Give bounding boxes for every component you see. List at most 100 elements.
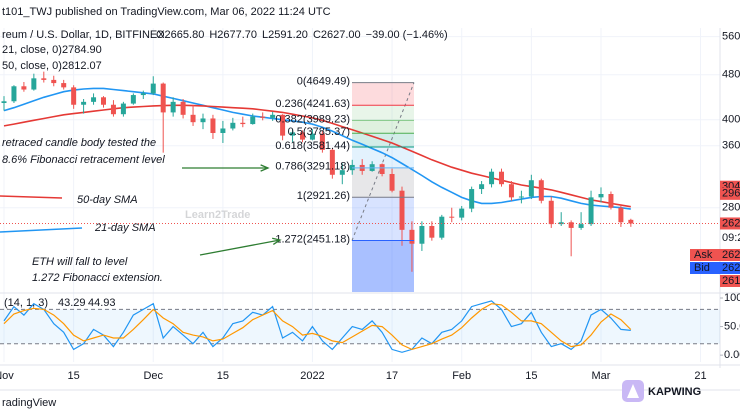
candle-body — [1, 101, 7, 104]
candle-body — [240, 122, 246, 125]
fib-level-label: 0(4649.49) — [297, 75, 350, 87]
fib-level-label: 0.786(3291.18) — [275, 161, 350, 173]
candle-body — [548, 200, 554, 225]
candle-body — [598, 194, 604, 198]
candle-body — [329, 149, 335, 175]
y-tick-label: 2800 — [722, 202, 740, 214]
stoch-line — [3, 300, 631, 353]
candle-body — [250, 116, 256, 125]
candle-body — [290, 132, 296, 136]
moving-average-line — [3, 104, 631, 208]
candle-body — [578, 224, 584, 228]
stoch-legend-value: 44.93 — [88, 297, 116, 309]
candle-body — [429, 226, 435, 238]
candle-body — [51, 79, 57, 84]
y-tick-label: 3600 — [722, 140, 740, 152]
annotation-arrowhead — [272, 237, 282, 245]
fib-zone — [352, 240, 414, 292]
legend-entry: 21, close, 0) — [2, 44, 62, 56]
stoch-legend-value: 43.29 — [58, 297, 86, 309]
candle-body — [499, 171, 504, 185]
fib-zone — [352, 82, 414, 106]
y-tick-label: 4000 — [722, 114, 740, 126]
ohlc-value: O2665.80 — [156, 29, 204, 41]
candle-body — [190, 114, 196, 123]
candle-body — [31, 78, 37, 90]
candle-body — [71, 87, 77, 105]
x-tick-label: 17 — [386, 370, 398, 382]
candle-body — [300, 132, 305, 140]
quote-price: 2626 — [722, 249, 740, 261]
candle-body — [110, 104, 116, 115]
candle-body — [309, 133, 315, 140]
candle-body — [130, 95, 136, 104]
annotation: 1.272 Fibonacci extension. — [32, 272, 163, 284]
stoch-line — [3, 303, 632, 351]
candle-body — [220, 128, 226, 134]
x-tick-label: 15 — [68, 370, 80, 382]
footer-brand: radingView — [2, 397, 56, 409]
candle-body — [210, 118, 216, 134]
quote-tag — [690, 249, 740, 261]
candle-body — [389, 173, 395, 191]
quote-label: Bid — [694, 262, 710, 274]
x-tick-label: Dec — [143, 370, 163, 382]
fib-zone — [352, 197, 414, 241]
legend-value: 2784.90 — [62, 44, 102, 56]
candle-body — [469, 189, 475, 209]
watermark: Learn2Trade — [185, 209, 250, 221]
fib-zone — [352, 105, 414, 121]
x-tick-label: 15 — [525, 370, 537, 382]
legend-swatch — [0, 227, 83, 233]
badge-icon-glyph — [627, 384, 639, 398]
moving-average-line — [3, 87, 631, 210]
candle-body — [409, 229, 415, 244]
ohlc-value: C2627.00 — [313, 29, 361, 41]
candle-body — [399, 190, 405, 230]
x-tick-label: Mar — [592, 370, 611, 382]
candle-body — [160, 83, 166, 113]
candle-body — [508, 184, 514, 198]
candle-body — [230, 122, 236, 129]
candle-body — [459, 208, 465, 218]
candle-body — [568, 222, 574, 228]
x-tick-label: Nov — [0, 370, 14, 382]
y-tick-label: 4800 — [722, 69, 740, 81]
x-tick-label: Feb — [452, 370, 471, 382]
badge-label: KAPWING — [648, 386, 701, 398]
candle-body — [81, 101, 87, 105]
fib-level-label: 0.618(3581.44) — [275, 140, 350, 152]
annotation: 50-day SMA — [77, 194, 138, 206]
candle-body — [280, 114, 286, 136]
candle-body — [91, 97, 97, 102]
candle-body — [528, 180, 534, 197]
fib-level-label: 0.382(3989.23) — [275, 113, 350, 125]
candle-body — [588, 197, 594, 225]
fib-level-label: 1(2921.26) — [297, 190, 350, 202]
fib-level-label: 1.272(2451.18) — [275, 233, 350, 245]
candle-body — [180, 101, 186, 115]
candle-body — [449, 216, 455, 218]
legend-entry: 50, close, 0) — [2, 60, 62, 72]
candle-body — [518, 196, 524, 198]
stoch-tick-label: 100.00 — [724, 292, 740, 304]
ohlc-value: H2677.70 — [209, 29, 257, 41]
chart-title: t101_TWJ published on TradingView.com, M… — [2, 6, 331, 18]
legend-value: 2812.07 — [62, 60, 102, 72]
stoch-title: (14, 1, 3) — [4, 297, 48, 309]
price-tag — [720, 187, 740, 200]
candle-body — [608, 194, 614, 208]
candle-body — [439, 216, 445, 238]
candle-body — [21, 86, 27, 90]
candle-body — [419, 226, 425, 244]
candle-body — [140, 93, 146, 96]
fib-trend-line — [351, 82, 415, 241]
annotation: 8.6% Fibonacci retracement level — [2, 154, 165, 166]
x-tick-label: 15 — [217, 370, 229, 382]
candle-body — [270, 114, 276, 118]
candle-body — [41, 78, 47, 80]
candle-body — [618, 207, 624, 223]
fib-zone — [352, 146, 414, 168]
